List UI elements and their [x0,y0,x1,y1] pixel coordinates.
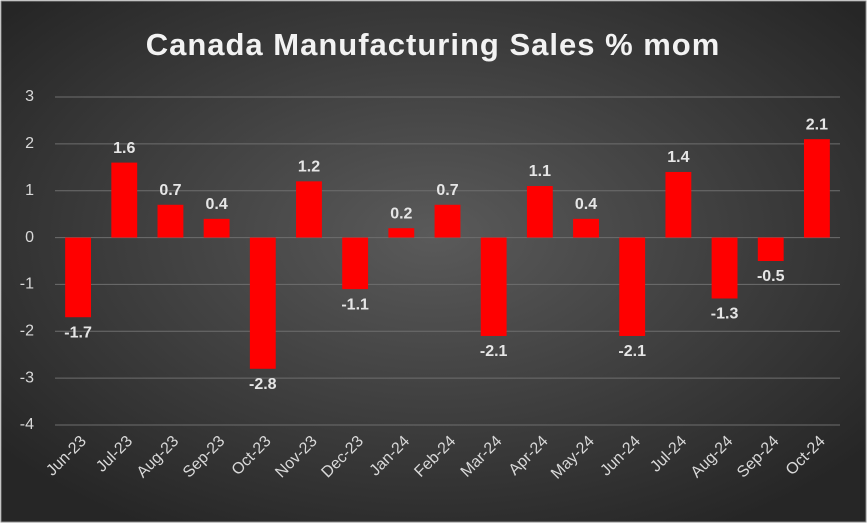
value-label: -2.8 [249,376,277,393]
bar [665,171,692,238]
bar [573,218,599,238]
value-label: -2.1 [618,343,646,360]
y-tick-label: -2 [20,323,34,340]
bar [388,228,415,238]
bar [526,186,553,238]
value-label: -1.1 [341,296,369,313]
value-label: 0.7 [159,182,181,199]
bar [296,181,322,238]
bar [803,139,830,238]
y-tick-label: 2 [25,135,34,152]
bar [249,237,276,369]
bar [619,237,646,336]
value-label: 0.2 [390,205,412,222]
bar [111,162,138,238]
y-tick-label: -4 [20,416,34,433]
y-tick-label: 1 [25,182,34,199]
value-label: -1.7 [64,324,92,341]
value-label: 1.1 [529,163,551,180]
bar [157,204,184,238]
bar [480,237,507,336]
value-label: 1.6 [113,140,135,157]
y-tick-label: 3 [25,88,34,105]
y-tick-label: 0 [25,229,34,246]
value-label: -2.1 [480,343,508,360]
value-label: 0.4 [575,196,597,213]
value-label: 0.7 [436,182,458,199]
value-label: 0.4 [205,196,227,213]
bar [203,218,230,238]
chart-title: Canada Manufacturing Sales % mom [146,27,721,62]
y-tick-label: -1 [20,276,34,293]
bar [757,237,784,261]
value-label: -1.3 [711,306,739,323]
bar [711,237,738,299]
value-label: 2.1 [806,116,828,133]
bar [342,237,369,290]
value-label: 1.2 [298,159,320,176]
value-label: 1.4 [667,149,689,166]
y-tick-label: -3 [20,369,34,386]
bar [65,237,92,318]
value-label: -0.5 [757,268,785,285]
bar [434,204,461,238]
